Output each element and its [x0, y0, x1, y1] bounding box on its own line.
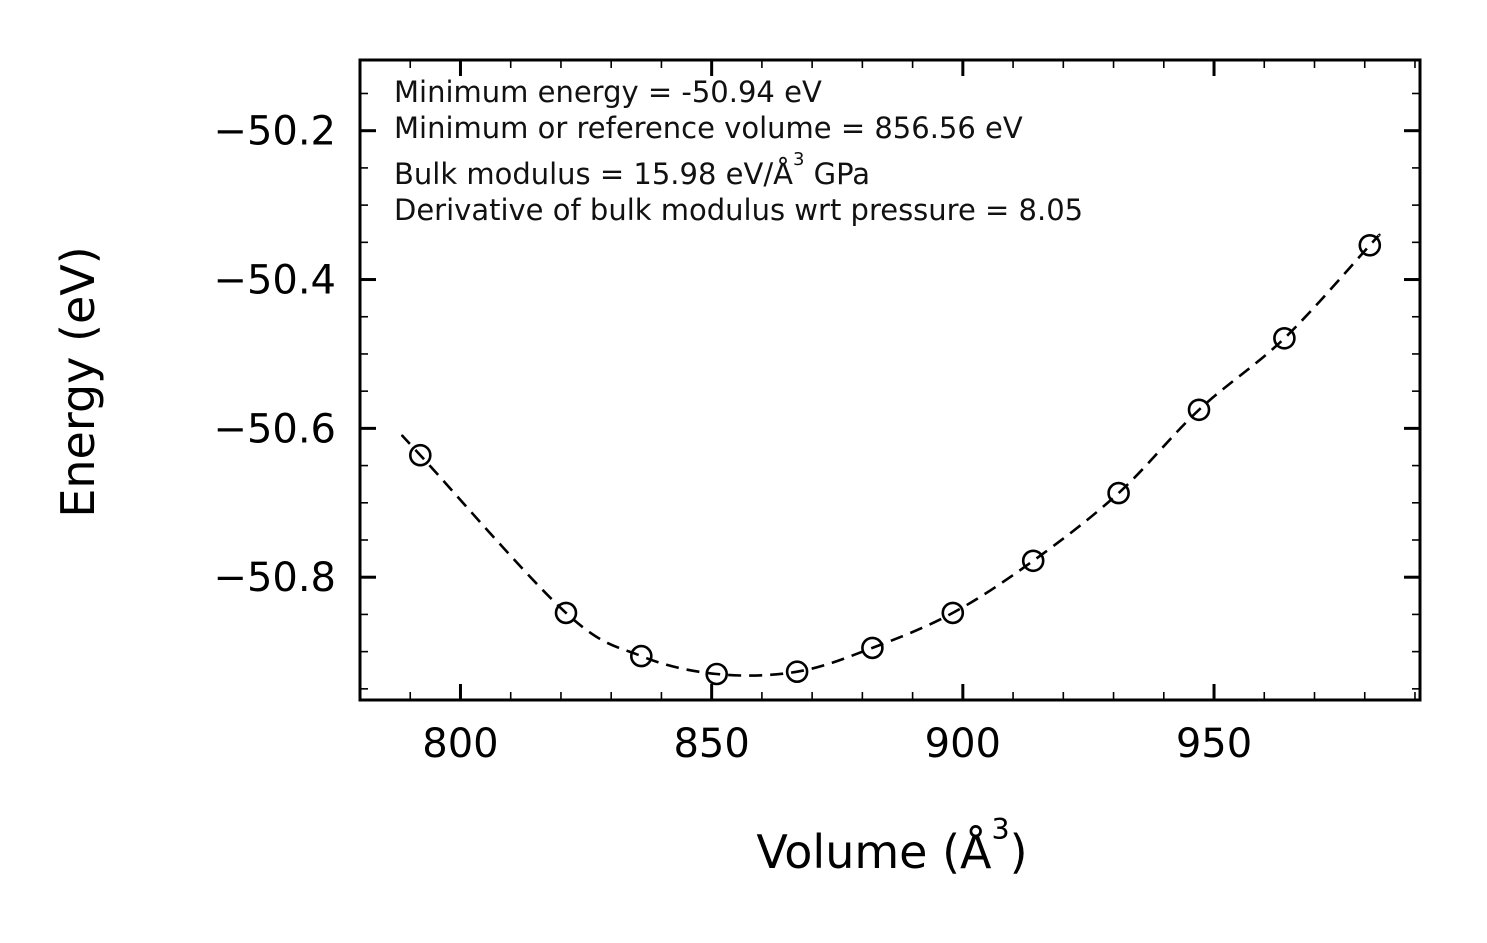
data-point-marker: [785, 660, 809, 684]
x-axis-label-text: Volume (Å: [756, 825, 992, 879]
annotation-min-energy: Minimum energy = -50.94 eV: [394, 75, 822, 109]
y-tick-label: −50.6: [213, 406, 336, 452]
x-tick-label: 800: [422, 721, 498, 767]
annotation-ref-volume: Minimum or reference volume = 856.56 eV: [394, 111, 1023, 145]
data-point-marker: [629, 644, 653, 668]
data-point-marker: [705, 662, 729, 686]
x-axis-label-sup: 3: [991, 812, 1010, 846]
y-axis-label: Energy (eV): [51, 246, 105, 518]
data-point-marker: [554, 601, 578, 625]
data-point-marker: [861, 636, 884, 660]
data-point-marker: [1107, 481, 1130, 505]
data-point-marker: [1187, 398, 1211, 422]
data-point-marker: [941, 601, 965, 625]
x-tick-labels: 800 850 900 950: [422, 721, 1252, 767]
x-tick-label: 950: [1176, 721, 1252, 767]
annotation-bulk-modulus: Bulk modulus = 15.98 eV/Å3 GPa: [394, 151, 1083, 192]
eos-fit-curve: [401, 233, 1381, 677]
data-point-marker: [1021, 549, 1045, 573]
y-tick-labels: −50.2 −50.4 −50.6 −50.8: [213, 109, 336, 602]
x-axis-label: Volume (Å3): [756, 815, 1028, 879]
y-tick-label: −50.8: [213, 555, 336, 601]
annotation-bulk-modulus-derivative: Derivative of bulk modulus wrt pressure …: [394, 193, 1084, 227]
x-tick-label: 850: [673, 721, 749, 767]
annotation-bulk-modulus-unit: GPa: [804, 157, 871, 191]
major-ticks: [360, 60, 1420, 700]
annotation-bulk-modulus-sup: 3: [792, 149, 805, 171]
x-axis-label-close: ): [1009, 825, 1028, 879]
data-point-marker: [1273, 326, 1296, 350]
y-tick-label: −50.4: [213, 258, 336, 304]
data-point-markers: [408, 234, 1382, 686]
x-tick-label: 900: [925, 721, 1001, 767]
data-point-marker: [408, 443, 432, 467]
y-tick-label: −50.2: [213, 109, 336, 155]
fit-parameters-annotation: Minimum energy = -50.94 eV Minimum or re…: [394, 74, 1083, 228]
data-point-marker: [1358, 234, 1382, 257]
plot-border: [358, 58, 1422, 702]
annotation-bulk-modulus-text: Bulk modulus = 15.98 eV/Å: [394, 157, 793, 191]
